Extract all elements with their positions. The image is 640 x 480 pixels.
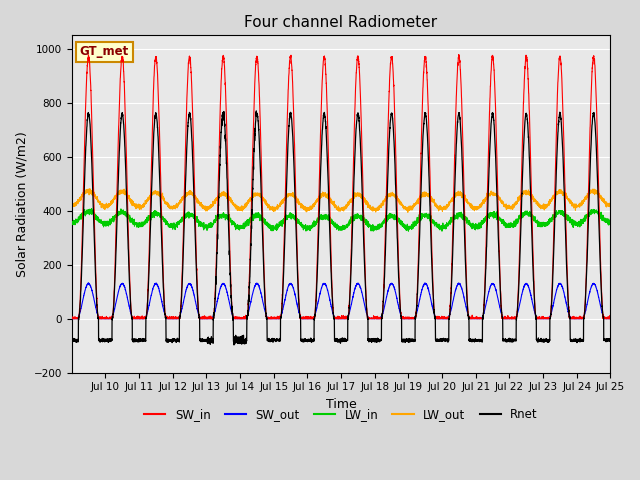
Text: GT_met: GT_met bbox=[80, 46, 129, 59]
Legend: SW_in, SW_out, LW_in, LW_out, Rnet: SW_in, SW_out, LW_in, LW_out, Rnet bbox=[140, 403, 543, 426]
Y-axis label: Solar Radiation (W/m2): Solar Radiation (W/m2) bbox=[15, 131, 28, 277]
Title: Four channel Radiometer: Four channel Radiometer bbox=[244, 15, 438, 30]
X-axis label: Time: Time bbox=[326, 398, 356, 411]
